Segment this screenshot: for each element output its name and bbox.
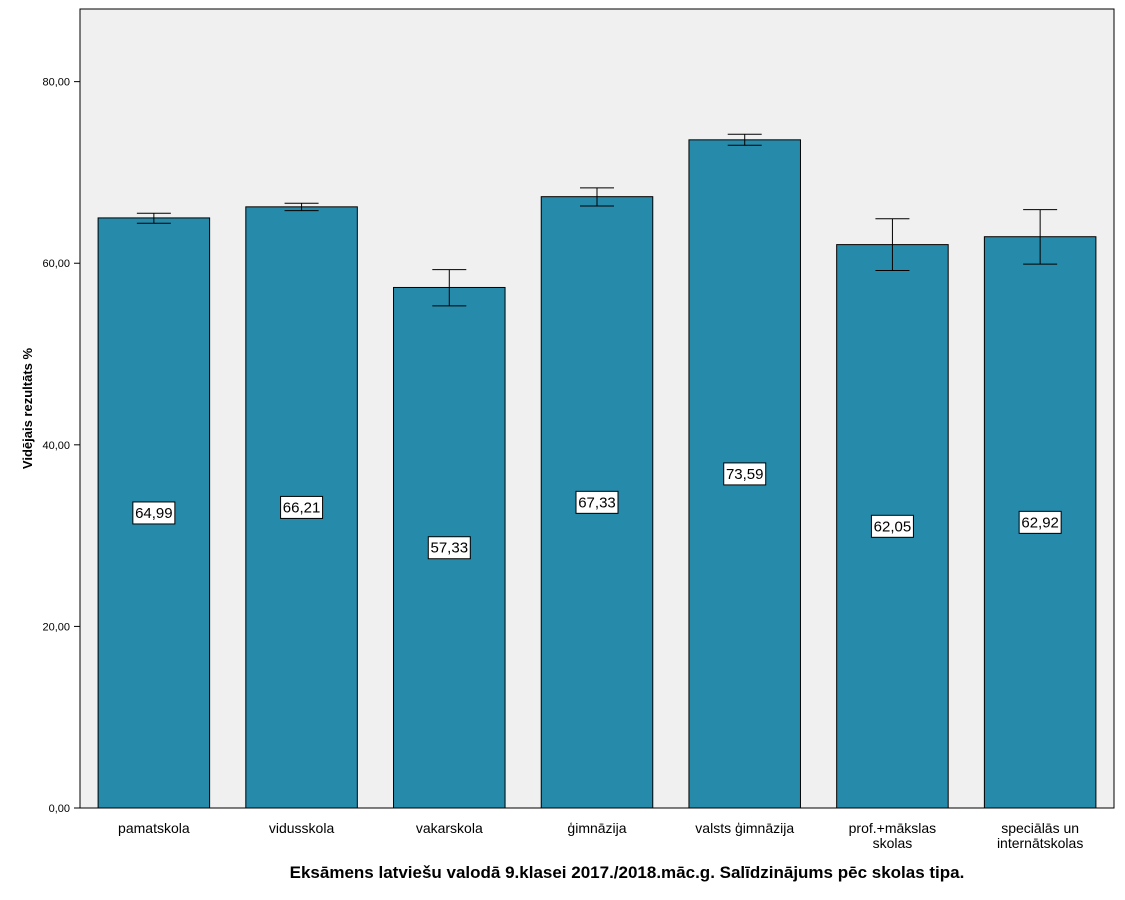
x-axis-labels: pamatskola vidusskola vakarskola ģimnāzija v… bbox=[118, 820, 1083, 851]
data-label-box bbox=[575, 490, 619, 514]
category-label: pamatskola bbox=[118, 820, 190, 836]
x-axis-title: Eksāmens latviešu valodā 9.klasei 2017./… bbox=[290, 863, 965, 882]
category-label: valsts ģimnāzija bbox=[695, 820, 794, 836]
data-label: 67,33 bbox=[578, 494, 616, 511]
data-label: 66,21 bbox=[283, 499, 321, 516]
category-label: skolas bbox=[873, 835, 913, 851]
y-tick-label: 20,00 bbox=[42, 621, 70, 633]
category-label: speciālās un bbox=[1001, 820, 1079, 836]
y-axis: 0,00 20,00 40,00 60,00 80,00 bbox=[42, 77, 80, 815]
y-tick-label: 60,00 bbox=[42, 258, 70, 270]
y-tick-label: 80,00 bbox=[42, 77, 70, 89]
bars-group: 64,99 66,21 57,33 67,33 73,59 62,05 62,92 bbox=[97, 133, 1097, 809]
data-label: 57,33 bbox=[431, 540, 469, 557]
data-label-box bbox=[132, 501, 176, 525]
y-tick-label: 0,00 bbox=[49, 803, 70, 815]
data-label: 62,92 bbox=[1021, 514, 1059, 531]
category-label: vakarskola bbox=[416, 820, 483, 836]
category-label: internātskolas bbox=[997, 835, 1083, 851]
data-label-box bbox=[723, 462, 767, 486]
category-label: prof.+mākslas bbox=[849, 820, 937, 836]
data-label-box bbox=[870, 514, 914, 538]
data-label: 62,05 bbox=[874, 518, 912, 535]
category-label: vidusskola bbox=[269, 820, 335, 836]
y-axis-title: Vidējais rezultāts % bbox=[20, 347, 35, 469]
y-tick-label: 40,00 bbox=[42, 440, 70, 452]
data-label: 64,99 bbox=[135, 505, 173, 522]
category-label: ģimnāzija bbox=[567, 820, 626, 836]
data-label-box bbox=[427, 536, 471, 560]
data-label-box bbox=[1018, 510, 1062, 534]
data-label-box bbox=[280, 495, 324, 519]
data-label: 73,59 bbox=[726, 466, 764, 483]
